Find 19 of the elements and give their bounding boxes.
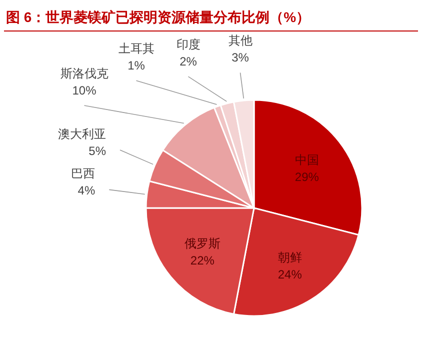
data-label: 10% [72,84,97,98]
slice-label: 斯洛伐克 [60,66,108,81]
data-label: 1% [128,58,146,73]
data-label: 22% [190,254,215,268]
data-label: 4% [78,184,96,198]
data-label: 5% [88,144,106,158]
data-label: 29% [294,170,320,184]
data-label: 3% [232,50,250,65]
slice-label: 俄罗斯 [184,236,220,251]
slice-label: 巴西 [71,166,96,181]
slice-label: 朝鲜 [278,250,302,265]
slice-label: 中国 [294,152,319,167]
slice-label: 澳大利亚 [58,127,106,142]
data-label: 2% [180,54,198,69]
chart-title: 图 6：世界菱镁矿已探明资源储量分布比例（%） [6,9,310,25]
slice-label: 其他 [228,34,252,48]
slice-label: 印度 [176,38,200,52]
slice-label: 土耳其 [118,42,154,56]
data-label: 24% [278,268,302,282]
